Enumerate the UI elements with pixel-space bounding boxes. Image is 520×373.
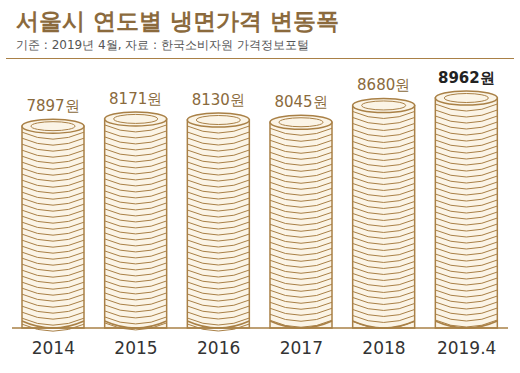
svg-text:8171원: 8171원 xyxy=(109,90,162,108)
html-text:서울시 연도별 냉면가격 변동폭: 서울시 연도별 냉면가격 변동폭 xyxy=(16,8,339,34)
html-text:기준 : 2019년 4월, 자료 : 한국소비자원 가격정: 기준 : 2019년 4월, 자료 : 한국소비자원 가격정보포털 xyxy=(16,38,309,52)
svg-text:8962원: 8962원 xyxy=(438,69,495,87)
svg-text:8045원: 8045원 xyxy=(274,93,327,111)
svg-text:8680원: 8680원 xyxy=(357,76,410,94)
svg-text:2016: 2016 xyxy=(197,338,240,358)
svg-text:2017: 2017 xyxy=(280,338,323,358)
svg-text:2018: 2018 xyxy=(362,338,405,358)
svg-text:2014: 2014 xyxy=(32,338,75,358)
svg-text:7897원: 7897원 xyxy=(26,97,79,115)
svg-text:2015: 2015 xyxy=(114,338,157,358)
svg-text:2019.4: 2019.4 xyxy=(437,338,496,358)
svg-text:8130원: 8130원 xyxy=(192,91,245,109)
